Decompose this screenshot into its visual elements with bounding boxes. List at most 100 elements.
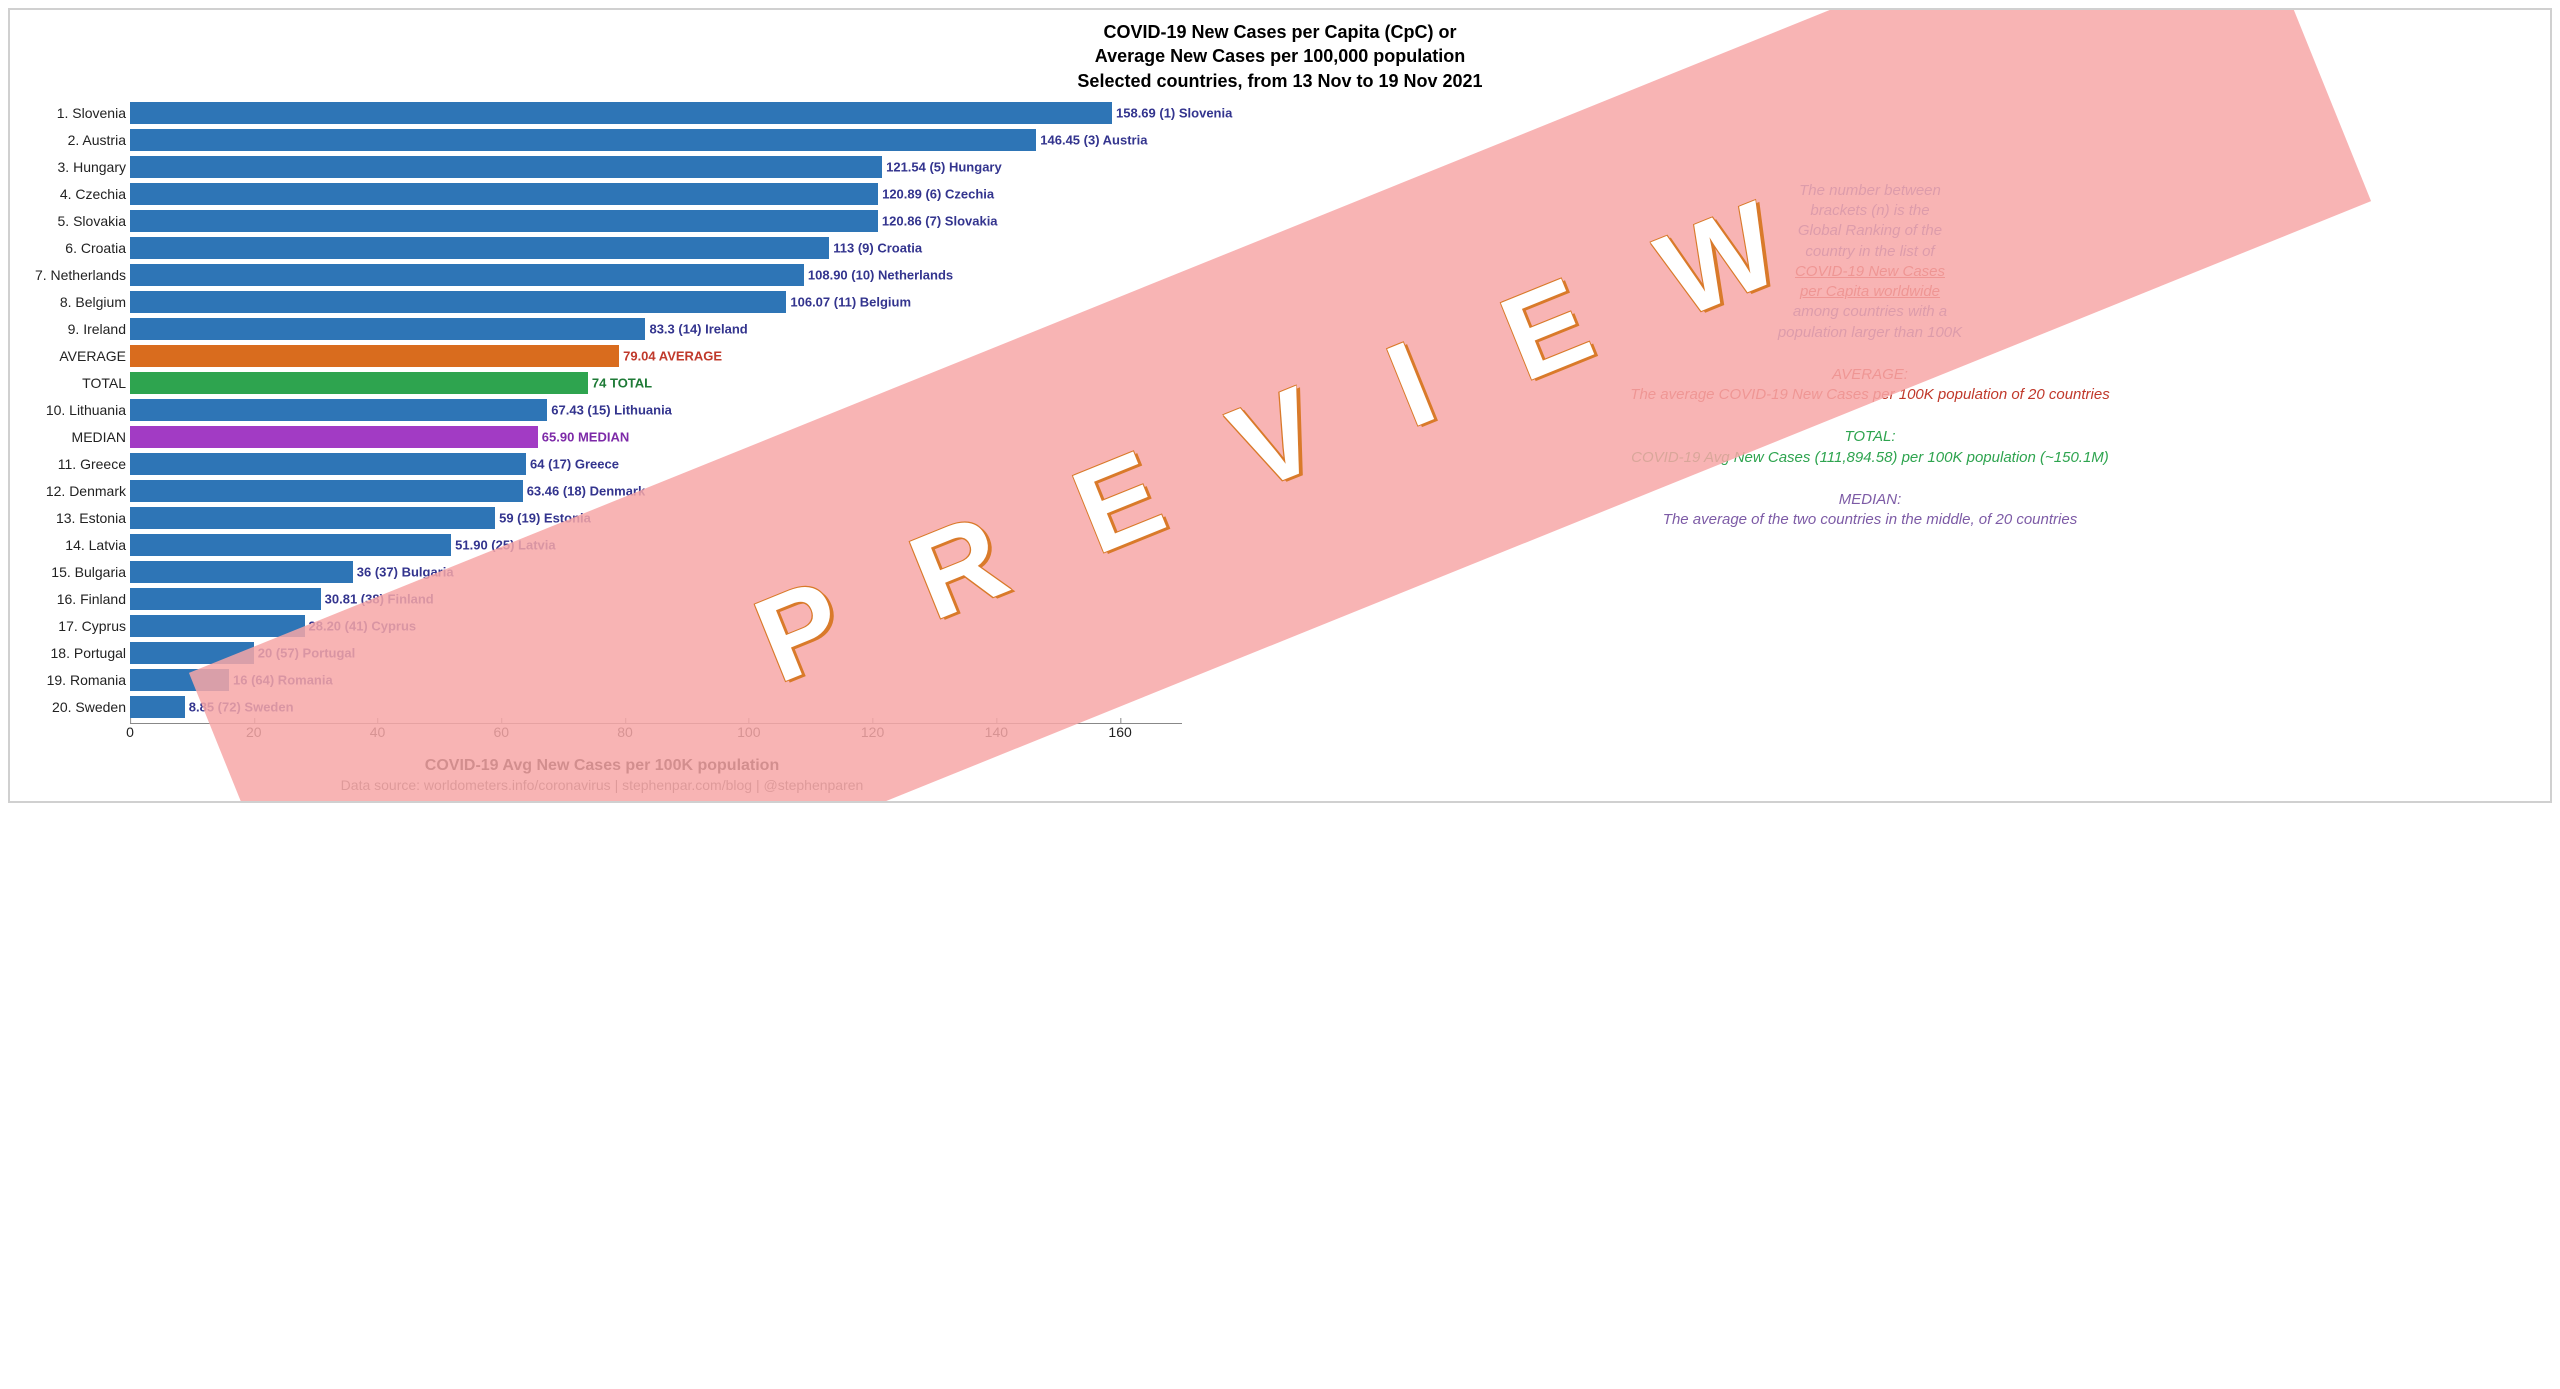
bar-row: 8. Belgium106.07 (11) Belgium <box>22 290 1182 314</box>
y-axis-label: 20. Sweden <box>22 699 130 715</box>
x-tick: 160 <box>1108 724 1131 740</box>
x-tick: 0 <box>126 724 134 740</box>
chart-footer: Data source: worldometers.info/coronavir… <box>22 777 1182 793</box>
bar-row: 4. Czechia 120.89 (6) Czechia <box>22 182 1182 206</box>
chart-title-block: COVID-19 New Cases per Capita (CpC) or A… <box>22 20 2538 93</box>
y-axis-label: TOTAL <box>22 375 130 391</box>
note-line: country in the list of <box>1202 242 2538 262</box>
bar <box>130 156 882 178</box>
bar-value-label: 64 (17) Greece <box>526 456 619 471</box>
note-line: among countries with a <box>1202 302 2538 322</box>
y-axis-label: 8. Belgium <box>22 294 130 310</box>
bar-value-label: 16 (64) Romania <box>229 672 333 687</box>
note-body: The average of the two countries in the … <box>1202 510 2538 530</box>
bar-row: 2. Austria 146.45 (3) Austria <box>22 128 1182 152</box>
title-line-3: Selected countries, from 13 Nov to 19 No… <box>22 69 2538 93</box>
y-axis-label: 2. Austria <box>22 132 130 148</box>
x-axis-title: COVID-19 Avg New Cases per 100K populati… <box>22 757 1182 775</box>
bar <box>130 318 645 340</box>
note-line: brackets (n) is the <box>1202 201 2538 221</box>
bar-value-label: 120.89 (6) Czechia <box>878 186 994 201</box>
bar-value-label: 108.90 (10) Netherlands <box>804 267 953 282</box>
note-total: TOTAL:COVID-19 Avg New Cases (111,894.58… <box>1202 427 2538 468</box>
bar-row: MEDIAN65.90 MEDIAN <box>22 425 1182 449</box>
y-axis-label: 10. Lithuania <box>22 402 130 418</box>
bar-value-label: 28.20 (41) Cyprus <box>305 618 417 633</box>
x-tick: 140 <box>985 724 1008 740</box>
bar-value-label: 83.3 (14) Ireland <box>645 321 747 336</box>
note-heading: TOTAL: <box>1202 427 2538 447</box>
bar-value-label: 120.86 (7) Slovakia <box>878 213 998 228</box>
x-tick: 120 <box>861 724 884 740</box>
bar-row: TOTAL 74 TOTAL <box>22 371 1182 395</box>
bar-row: 18. Portugal 20 (57) Portugal <box>22 641 1182 665</box>
x-tick: 80 <box>617 724 633 740</box>
bar-row: 14. Latvia 51.90 (25) Latvia <box>22 533 1182 557</box>
bar <box>130 588 321 610</box>
side-notes: The number betweenbrackets (n) is theGlo… <box>1182 101 2538 553</box>
bar-value-label: 20 (57) Portugal <box>254 645 356 660</box>
note-average: AVERAGE:The average COVID-19 New Cases p… <box>1202 365 2538 406</box>
bar-row: AVERAGE79.04 AVERAGE <box>22 344 1182 368</box>
note-body: COVID-19 Avg New Cases (111,894.58) per … <box>1202 448 2538 468</box>
bar <box>130 426 538 448</box>
y-axis-label: 6. Croatia <box>22 240 130 256</box>
bar <box>130 669 229 691</box>
bar-value-label: 74 TOTAL <box>588 375 652 390</box>
bar <box>130 642 254 664</box>
title-line-2: Average New Cases per 100,000 population <box>22 44 2538 68</box>
y-axis-label: 18. Portugal <box>22 645 130 661</box>
bar <box>130 291 786 313</box>
y-axis-label: 1. Slovenia <box>22 105 130 121</box>
bar-row: 9. Ireland 83.3 (14) Ireland <box>22 317 1182 341</box>
bar <box>130 453 526 475</box>
bar-row: 13. Estonia59 (19) Estonia <box>22 506 1182 530</box>
bar <box>130 372 588 394</box>
bar-value-label: 8.85 (72) Sweden <box>185 699 294 714</box>
bar-row: 1. Slovenia158.69 (1) Slovenia <box>22 101 1182 125</box>
bar-row: 17. Cyprus28.20 (41) Cyprus <box>22 614 1182 638</box>
y-axis-label: 16. Finland <box>22 591 130 607</box>
y-axis-label: 15. Bulgaria <box>22 564 130 580</box>
bar <box>130 210 878 232</box>
bar-row: 6. Croatia113 (9) Croatia <box>22 236 1182 260</box>
bar-value-label: 36 (37) Bulgaria <box>353 564 454 579</box>
bar-value-label: 59 (19) Estonia <box>495 510 591 525</box>
bar-value-label: 121.54 (5) Hungary <box>882 159 1002 174</box>
note-main: The number betweenbrackets (n) is theGlo… <box>1202 181 2538 343</box>
y-axis-label: 9. Ireland <box>22 321 130 337</box>
chart-plot: 1. Slovenia158.69 (1) Slovenia 2. Austria… <box>22 101 1182 793</box>
bar <box>130 264 804 286</box>
note-body: The average COVID-19 New Cases per 100K … <box>1202 385 2538 405</box>
bar <box>130 561 353 583</box>
bar-value-label: 158.69 (1) Slovenia <box>1112 105 1232 120</box>
bar-value-label: 65.90 MEDIAN <box>538 429 629 444</box>
note-heading: AVERAGE: <box>1202 365 2538 385</box>
note-median: MEDIAN:The average of the two countries … <box>1202 490 2538 531</box>
bar-value-label: 51.90 (25) Latvia <box>451 537 555 552</box>
y-axis-label: 12. Denmark <box>22 483 130 499</box>
bar-row: 19. Romania 16 (64) Romania <box>22 668 1182 692</box>
y-axis-label: 4. Czechia <box>22 186 130 202</box>
bar <box>130 237 829 259</box>
chart-frame: COVID-19 New Cases per Capita (CpC) or A… <box>8 8 2552 803</box>
note-line: Global Ranking of the <box>1202 221 2538 241</box>
bar-value-label: 30.81 (38) Finland <box>321 591 434 606</box>
y-axis-label: 11. Greece <box>22 456 130 472</box>
title-line-1: COVID-19 New Cases per Capita (CpC) or <box>22 20 2538 44</box>
note-heading: MEDIAN: <box>1202 490 2538 510</box>
bar-value-label: 79.04 AVERAGE <box>619 348 722 363</box>
bar-row: 20. Sweden 8.85 (72) Sweden <box>22 695 1182 719</box>
y-axis-label: 7. Netherlands <box>22 267 130 283</box>
bar-value-label: 146.45 (3) Austria <box>1036 132 1147 147</box>
bar-row: 12. Denmark 63.46 (18) Denmark <box>22 479 1182 503</box>
note-link-line: COVID-19 New Cases <box>1202 262 2538 282</box>
y-axis-label: 19. Romania <box>22 672 130 688</box>
y-axis-label: 14. Latvia <box>22 537 130 553</box>
x-tick: 40 <box>370 724 386 740</box>
note-line: population larger than 100K <box>1202 323 2538 343</box>
bar-row: 16. Finland 30.81 (38) Finland <box>22 587 1182 611</box>
bar <box>130 129 1036 151</box>
bar-value-label: 63.46 (18) Denmark <box>523 483 646 498</box>
y-axis-label: 5. Slovakia <box>22 213 130 229</box>
